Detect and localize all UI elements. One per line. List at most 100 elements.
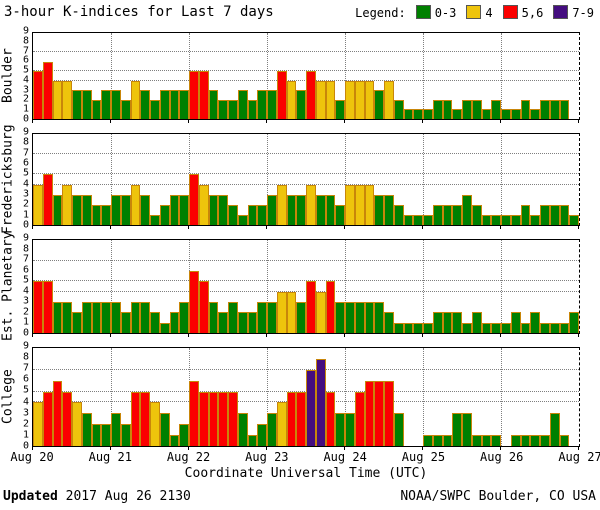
k-interval: [189, 240, 199, 333]
y-tick-label: 6: [22, 54, 29, 66]
k-bar: [471, 99, 482, 119]
bars: [33, 134, 579, 225]
k-bar: [52, 80, 63, 119]
k-interval: [237, 348, 248, 446]
k-bar: [111, 302, 121, 333]
k-interval: [111, 348, 121, 446]
k-interval: [33, 33, 43, 119]
k-interval: [540, 240, 550, 333]
k-bar: [559, 99, 570, 119]
k-bar: [403, 322, 414, 333]
legend-item-7-9: 7-9: [553, 5, 594, 20]
y-tick-label: 8: [22, 351, 29, 363]
k-interval: [481, 240, 492, 333]
k-interval: [267, 348, 277, 446]
credit: NOAA/SWPC Boulder, CO USA: [400, 489, 596, 504]
k-interval: [276, 33, 287, 119]
k-bar: [130, 391, 141, 446]
k-interval: [198, 134, 209, 225]
day-tick: [187, 447, 189, 450]
k-bar: [481, 109, 492, 119]
day-tick: [422, 120, 423, 123]
k-interval: [423, 240, 433, 333]
k-bar: [520, 99, 531, 119]
day-gridline: [111, 134, 112, 225]
k-bar: [393, 322, 404, 333]
k-interval: [42, 348, 53, 446]
k-interval: [52, 134, 63, 225]
k-interval: [520, 348, 531, 446]
k-bar: [101, 204, 111, 225]
k-interval: [169, 240, 180, 333]
k-interval: [393, 33, 404, 119]
k-interval: [306, 348, 316, 446]
k-interval: [52, 33, 63, 119]
legend-item-5-6: 5,6: [502, 5, 543, 20]
k-interval: [91, 33, 102, 119]
k-interval: [72, 240, 82, 333]
k-interval: [81, 348, 92, 446]
k-interval: [159, 240, 170, 333]
k-bar: [335, 302, 345, 333]
y-tick-label: 8: [22, 243, 29, 255]
k-bar: [510, 435, 521, 446]
day-tick: [500, 334, 501, 337]
k-bar: [286, 194, 297, 225]
k-interval: [315, 348, 326, 446]
k-interval: [228, 33, 238, 119]
k-interval: [501, 134, 511, 225]
x-tick-label: Aug 20: [10, 450, 54, 464]
k-interval: [257, 33, 267, 119]
k-bar: [218, 194, 228, 225]
k-bar: [286, 291, 297, 333]
k-bar: [345, 184, 355, 225]
k-interval: [296, 348, 306, 446]
day-gridline: [111, 348, 112, 446]
k-interval: [296, 33, 306, 119]
x-tick-label: Aug 27: [558, 450, 600, 464]
k-bar: [471, 204, 482, 225]
k-bar: [81, 194, 92, 225]
k-bar: [354, 80, 365, 119]
k-interval: [569, 348, 579, 446]
k-bar: [159, 90, 170, 119]
day-gridline: [267, 348, 268, 446]
day-tick: [32, 447, 33, 450]
k-interval: [462, 348, 472, 446]
k-interval: [384, 33, 394, 119]
k-bar: [179, 424, 189, 446]
k-bar: [169, 90, 180, 119]
k-bar: [549, 99, 560, 119]
day-tick: [343, 447, 345, 450]
day-gridline: [267, 134, 268, 225]
k-bar: [247, 99, 258, 119]
k-bar: [159, 204, 170, 225]
k-bar: [393, 413, 404, 446]
k-bar: [42, 61, 53, 119]
k-bar: [130, 80, 141, 119]
k-interval: [218, 240, 228, 333]
y-tick-label: 7: [22, 253, 29, 265]
k-bar: [62, 302, 72, 333]
k-interval: [237, 134, 248, 225]
day-tick: [422, 226, 423, 229]
k-bar: [189, 71, 199, 119]
k-interval: [374, 134, 384, 225]
k-interval: [413, 33, 423, 119]
k-bar: [247, 204, 258, 225]
y-tick-label: 4: [22, 285, 29, 297]
y-tick-label: 1: [22, 316, 29, 328]
day-gridline: [423, 348, 424, 446]
k-interval: [140, 134, 150, 225]
k-interval: [101, 348, 111, 446]
k-interval: [169, 134, 180, 225]
k-interval: [120, 134, 131, 225]
k-bar: [52, 302, 63, 333]
y-tick-label: 8: [22, 35, 29, 47]
k-interval: [296, 240, 306, 333]
k-bar: [120, 424, 131, 446]
k-interval: [403, 134, 414, 225]
k-interval: [413, 348, 423, 446]
y-tick-label: 2: [22, 198, 29, 210]
